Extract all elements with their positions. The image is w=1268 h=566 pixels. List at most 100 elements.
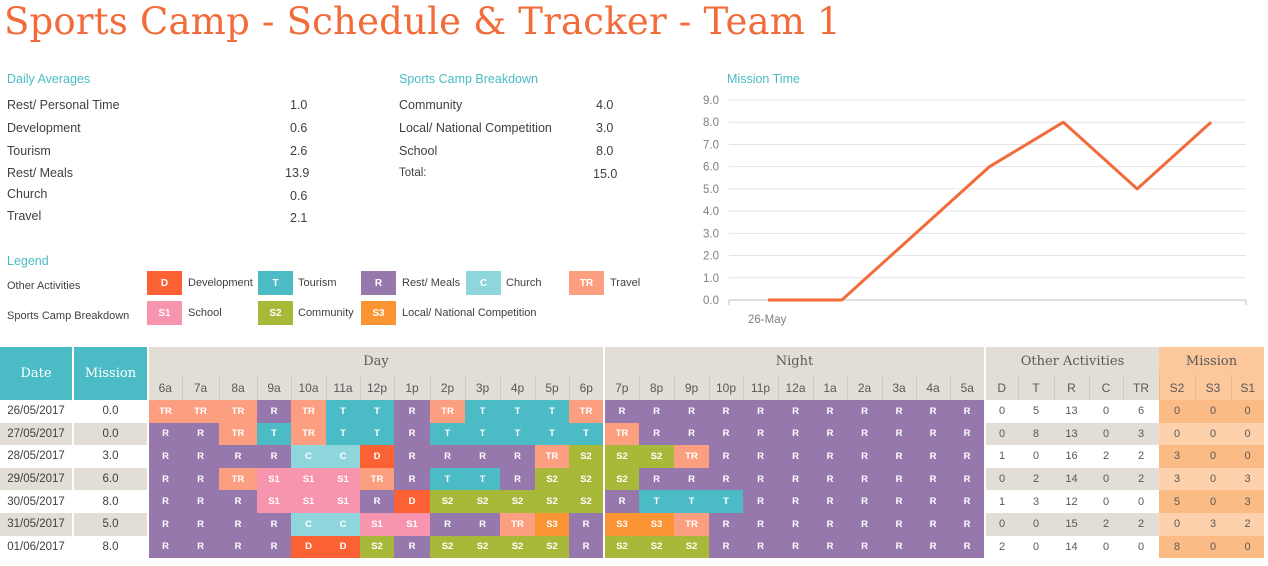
activity-cell-r[interactable]: R — [569, 512, 605, 536]
activity-cell-tr[interactable]: TR — [569, 400, 605, 423]
activity-cell-r[interactable]: R — [950, 445, 986, 468]
activity-cell-r[interactable]: R — [219, 512, 257, 536]
activity-cell-r[interactable]: R — [394, 535, 430, 559]
activity-cell-r[interactable]: R — [847, 445, 882, 468]
activity-cell-t[interactable]: T — [430, 467, 465, 491]
activity-cell-r[interactable]: R — [182, 490, 219, 513]
activity-cell-r[interactable]: R — [950, 422, 986, 446]
activity-cell-r[interactable]: R — [604, 400, 639, 423]
activity-cell-t[interactable]: T — [465, 400, 500, 423]
activity-cell-r[interactable]: R — [674, 467, 709, 491]
activity-cell-r[interactable]: R — [813, 467, 847, 491]
activity-cell-d[interactable]: D — [291, 535, 326, 559]
activity-cell-s2[interactable]: S2 — [604, 535, 639, 559]
activity-cell-t[interactable]: T — [360, 400, 394, 423]
activity-cell-r[interactable]: R — [257, 512, 291, 536]
activity-cell-r[interactable]: R — [813, 512, 847, 536]
activity-cell-s2[interactable]: S2 — [500, 535, 535, 559]
activity-cell-r[interactable]: R — [916, 490, 950, 513]
activity-cell-tr[interactable]: TR — [291, 400, 326, 423]
activity-cell-r[interactable]: R — [916, 400, 950, 423]
activity-cell-r[interactable]: R — [950, 400, 986, 423]
activity-cell-r[interactable]: R — [639, 467, 674, 491]
activity-cell-s2[interactable]: S2 — [430, 490, 465, 513]
activity-cell-r[interactable]: R — [709, 535, 743, 559]
activity-cell-c[interactable]: C — [291, 445, 326, 468]
activity-cell-r[interactable]: R — [465, 512, 500, 536]
activity-cell-r[interactable]: R — [148, 512, 182, 536]
activity-cell-r[interactable]: R — [148, 535, 182, 559]
activity-cell-r[interactable]: R — [394, 400, 430, 423]
activity-cell-r[interactable]: R — [813, 400, 847, 423]
activity-cell-r[interactable]: R — [182, 535, 219, 559]
activity-cell-s2[interactable]: S2 — [569, 490, 605, 513]
activity-cell-r[interactable]: R — [743, 490, 778, 513]
activity-cell-r[interactable]: R — [219, 535, 257, 559]
activity-cell-r[interactable]: R — [882, 422, 916, 446]
activity-cell-tr[interactable]: TR — [291, 422, 326, 446]
mission-hours-cell[interactable]: 6.0 — [73, 467, 149, 491]
date-cell[interactable]: 29/05/2017 — [0, 467, 74, 491]
activity-cell-r[interactable]: R — [257, 445, 291, 468]
activity-cell-d[interactable]: D — [326, 535, 360, 559]
activity-cell-s2[interactable]: S2 — [639, 445, 674, 468]
date-cell[interactable]: 31/05/2017 — [0, 512, 74, 536]
activity-cell-s1[interactable]: S1 — [394, 512, 430, 536]
activity-cell-r[interactable]: R — [743, 535, 778, 559]
activity-cell-r[interactable]: R — [394, 422, 430, 446]
activity-cell-c[interactable]: C — [291, 512, 326, 536]
activity-cell-tr[interactable]: TR — [500, 512, 535, 536]
activity-cell-t[interactable]: T — [465, 467, 500, 491]
activity-cell-r[interactable]: R — [916, 445, 950, 468]
activity-cell-r[interactable]: R — [430, 445, 465, 468]
activity-cell-s2[interactable]: S2 — [569, 467, 605, 491]
activity-cell-tr[interactable]: TR — [674, 445, 709, 468]
activity-cell-r[interactable]: R — [813, 490, 847, 513]
activity-cell-s1[interactable]: S1 — [257, 467, 291, 491]
activity-cell-r[interactable]: R — [257, 535, 291, 559]
activity-cell-r[interactable]: R — [813, 535, 847, 559]
mission-hours-cell[interactable]: 8.0 — [73, 535, 149, 559]
activity-cell-r[interactable]: R — [430, 512, 465, 536]
activity-cell-tr[interactable]: TR — [148, 400, 182, 423]
activity-cell-r[interactable]: R — [148, 422, 182, 446]
activity-cell-c[interactable]: C — [326, 512, 360, 536]
activity-cell-s1[interactable]: S1 — [291, 467, 326, 491]
activity-cell-r[interactable]: R — [182, 467, 219, 491]
activity-cell-r[interactable]: R — [257, 400, 291, 423]
activity-cell-r[interactable]: R — [500, 445, 535, 468]
activity-cell-s3[interactable]: S3 — [639, 512, 674, 536]
activity-cell-r[interactable]: R — [916, 512, 950, 536]
activity-cell-r[interactable]: R — [709, 400, 743, 423]
activity-cell-r[interactable]: R — [709, 422, 743, 446]
activity-cell-r[interactable]: R — [709, 467, 743, 491]
activity-cell-s2[interactable]: S2 — [569, 445, 605, 468]
activity-cell-r[interactable]: R — [709, 512, 743, 536]
activity-cell-tr[interactable]: TR — [535, 445, 569, 468]
activity-cell-s3[interactable]: S3 — [535, 512, 569, 536]
activity-cell-s2[interactable]: S2 — [639, 535, 674, 559]
activity-cell-r[interactable]: R — [743, 467, 778, 491]
activity-cell-r[interactable]: R — [847, 422, 882, 446]
activity-cell-t[interactable]: T — [360, 422, 394, 446]
activity-cell-tr[interactable]: TR — [219, 422, 257, 446]
activity-cell-r[interactable]: R — [778, 445, 813, 468]
activity-cell-r[interactable]: R — [743, 512, 778, 536]
activity-cell-r[interactable]: R — [604, 490, 639, 513]
date-cell[interactable]: 30/05/2017 — [0, 490, 74, 513]
activity-cell-t[interactable]: T — [535, 422, 569, 446]
activity-cell-r[interactable]: R — [882, 445, 916, 468]
activity-cell-t[interactable]: T — [569, 422, 605, 446]
activity-cell-r[interactable]: R — [219, 490, 257, 513]
activity-cell-r[interactable]: R — [778, 467, 813, 491]
activity-cell-s2[interactable]: S2 — [465, 490, 500, 513]
activity-cell-s2[interactable]: S2 — [360, 535, 394, 559]
activity-cell-tr[interactable]: TR — [219, 400, 257, 423]
activity-cell-r[interactable]: R — [394, 467, 430, 491]
activity-cell-t[interactable]: T — [535, 400, 569, 423]
activity-cell-r[interactable]: R — [743, 445, 778, 468]
activity-cell-r[interactable]: R — [674, 422, 709, 446]
activity-cell-r[interactable]: R — [813, 422, 847, 446]
activity-cell-tr[interactable]: TR — [430, 400, 465, 423]
activity-cell-tr[interactable]: TR — [182, 400, 219, 423]
